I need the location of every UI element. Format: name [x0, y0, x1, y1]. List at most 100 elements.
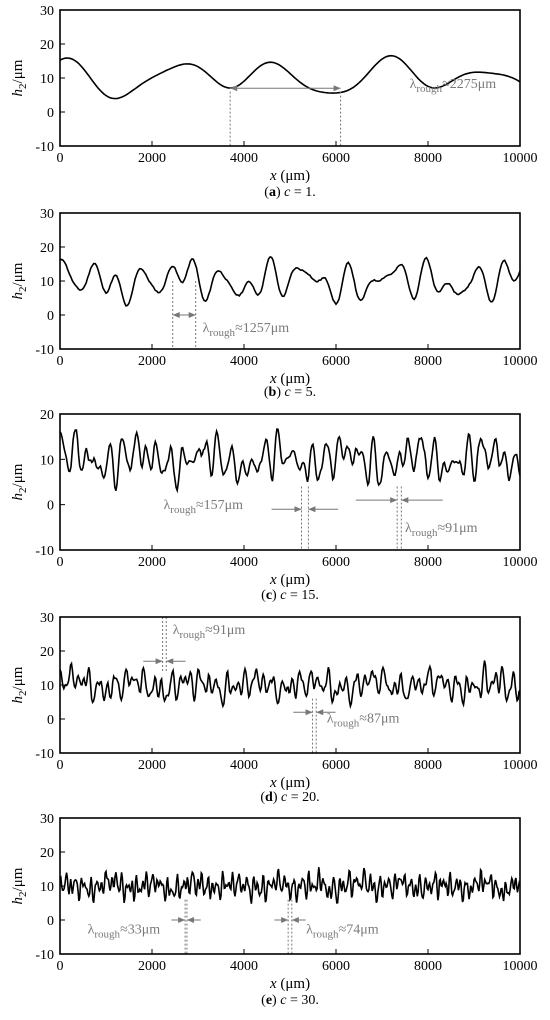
y-tick-label: 0: [47, 914, 54, 929]
y-tick-label: 30: [40, 4, 54, 19]
annotation-label: λrough≈33μm: [88, 923, 161, 941]
series-line: [59, 660, 521, 710]
y-tick-label: 10: [40, 880, 54, 895]
panel-caption: (e) c = 30.: [261, 993, 319, 1008]
annotation-label: λrough≈157μm: [164, 498, 244, 516]
x-tick-label: 2000: [138, 758, 166, 773]
arrow-head: [390, 497, 398, 504]
arrow-head: [155, 658, 163, 665]
y-tick-label: 10: [40, 453, 54, 468]
arrow-head: [308, 506, 316, 513]
x-tick-label: 8000: [414, 959, 442, 974]
arrow-head: [294, 506, 302, 513]
arrow-head: [188, 312, 196, 318]
arrow-head: [333, 85, 341, 92]
x-tick-label: 0: [57, 758, 64, 773]
y-tick-label: 20: [40, 38, 54, 53]
panel-caption: (b) c = 5.: [264, 385, 316, 400]
series-line: [59, 54, 521, 100]
y-tick-label: -10: [35, 948, 54, 963]
arrow-head: [281, 917, 289, 923]
y-tick-label: 20: [40, 241, 54, 256]
x-tick-label: 0: [57, 959, 64, 974]
x-tick-label: 10000: [503, 758, 538, 773]
y-tick-label: 30: [40, 611, 54, 626]
plot-frame: [59, 212, 521, 350]
x-tick-label: 4000: [230, 354, 258, 369]
x-axis-title: x (μm): [269, 371, 310, 387]
x-axis-title: x (μm): [269, 976, 310, 992]
arrow-head: [178, 917, 186, 923]
x-tick-label: 6000: [322, 959, 350, 974]
x-tick-label: 10000: [503, 555, 538, 570]
arrow-head: [166, 658, 174, 665]
y-tick-label: 10: [40, 275, 54, 290]
panel-caption: (a) c = 1.: [264, 185, 315, 200]
y-tick-label: 0: [47, 713, 54, 728]
y-tick-label: 0: [47, 499, 54, 514]
x-tick-label: 2000: [138, 555, 166, 570]
y-tick-label: 20: [40, 408, 54, 423]
arrow-head: [230, 85, 238, 92]
x-tick-label: 10000: [503, 959, 538, 974]
x-tick-label: 8000: [414, 354, 442, 369]
series-line: [59, 867, 521, 904]
y-axis-title: h2/μm: [10, 867, 29, 904]
arrow-head: [172, 312, 180, 318]
x-tick-label: 10000: [503, 354, 538, 369]
arrow-head: [186, 917, 194, 923]
plot-frame: [59, 413, 521, 551]
x-tick-label: 4000: [230, 151, 258, 166]
annotation-label: λrough≈1257μm: [203, 321, 290, 339]
arrow-head: [401, 497, 409, 504]
annotation-label: λrough≈74μm: [306, 923, 379, 941]
x-tick-label: 2000: [138, 151, 166, 166]
arrow-head: [316, 709, 324, 716]
x-tick-label: 10000: [503, 151, 538, 166]
x-axis-title: x (μm): [269, 775, 310, 791]
x-tick-label: 0: [57, 555, 64, 570]
x-axis-title: x (μm): [269, 168, 310, 184]
x-tick-label: 8000: [414, 758, 442, 773]
y-axis-title: h2/μm: [10, 666, 29, 703]
x-tick-label: 4000: [230, 758, 258, 773]
y-tick-label: 20: [40, 645, 54, 660]
arrow-head: [305, 709, 313, 716]
y-tick-label: 10: [40, 72, 54, 87]
x-tick-label: 6000: [322, 758, 350, 773]
x-tick-label: 8000: [414, 151, 442, 166]
annotation-label: λrough≈87μm: [327, 711, 400, 729]
y-tick-label: -10: [35, 140, 54, 155]
y-tick-label: 30: [40, 207, 54, 222]
series-line: [59, 428, 521, 494]
annotation-label: λrough≈2275μm: [410, 77, 497, 95]
x-tick-label: 0: [57, 151, 64, 166]
annotation-label: λrough≈91μm: [405, 521, 478, 539]
y-tick-label: 30: [40, 812, 54, 827]
y-tick-label: 10: [40, 679, 54, 694]
x-axis-title: x (μm): [269, 572, 310, 588]
x-tick-label: 0: [57, 354, 64, 369]
y-tick-label: -10: [35, 343, 54, 358]
y-tick-label: 20: [40, 846, 54, 861]
y-tick-label: -10: [35, 747, 54, 762]
annotation-label: λrough≈91μm: [173, 623, 246, 641]
x-tick-label: 6000: [322, 354, 350, 369]
x-tick-label: 6000: [322, 555, 350, 570]
y-axis-title: h2/μm: [10, 59, 29, 96]
panel-caption: (c) c = 15.: [261, 588, 319, 603]
x-tick-label: 8000: [414, 555, 442, 570]
y-axis-title: h2/μm: [10, 463, 29, 500]
x-tick-label: 4000: [230, 555, 258, 570]
y-axis-title: h2/μm: [10, 262, 29, 299]
arrow-head: [291, 917, 299, 923]
x-tick-label: 2000: [138, 959, 166, 974]
x-tick-label: 6000: [322, 151, 350, 166]
y-tick-label: -10: [35, 544, 54, 559]
